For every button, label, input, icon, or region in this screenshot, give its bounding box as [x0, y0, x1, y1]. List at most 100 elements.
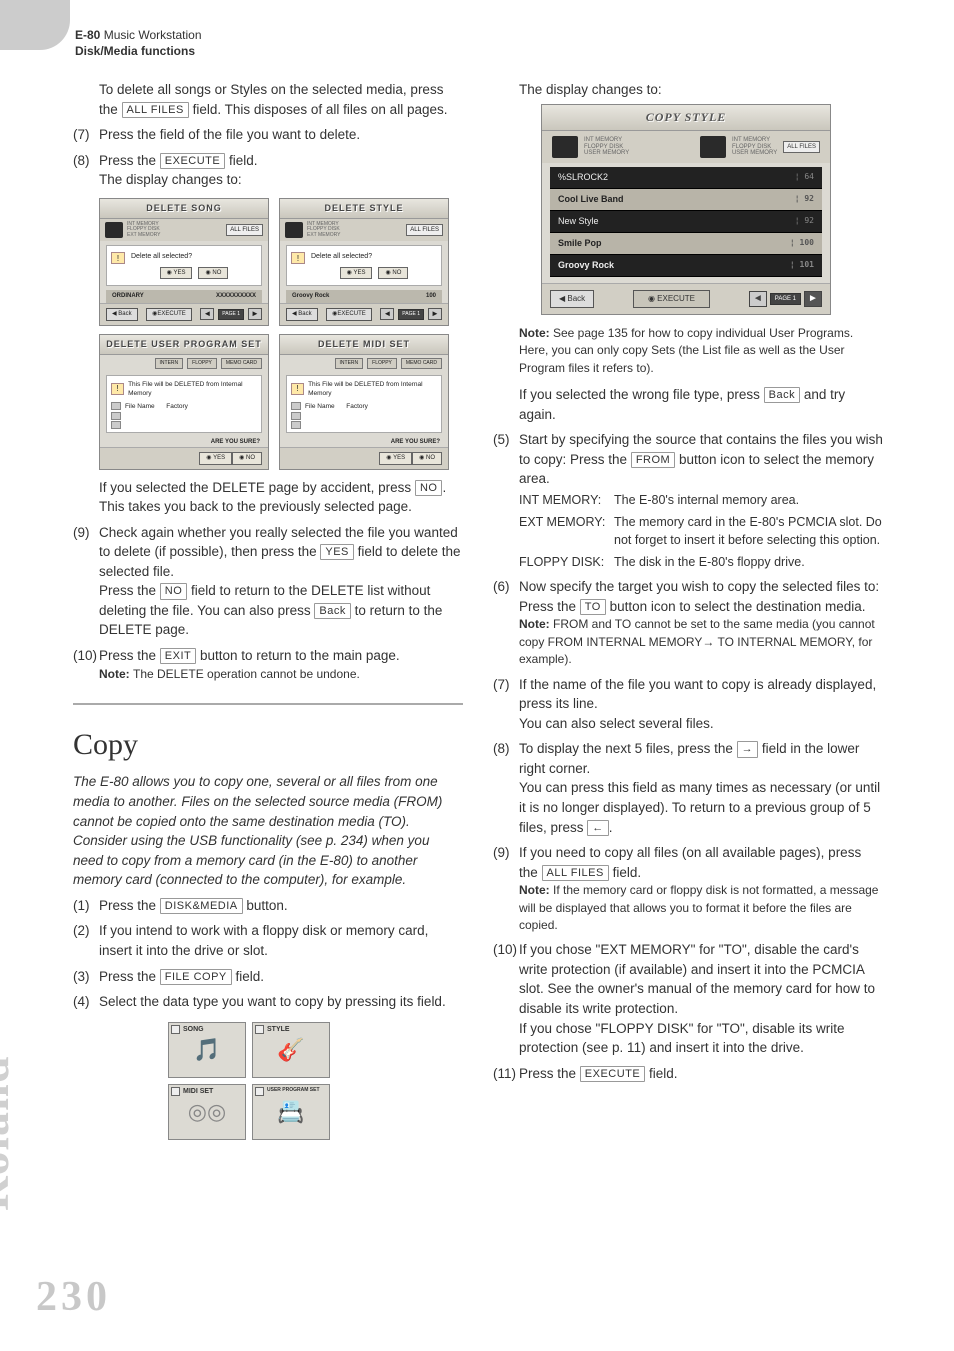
yes-btn: ◉ YES [160, 267, 193, 280]
text: The display changes to: [99, 172, 242, 187]
no-field: NO [160, 583, 188, 599]
no-btn: ◉ NO [198, 267, 228, 280]
note-copy-sets: Note: See page 135 for how to copy indiv… [519, 325, 883, 377]
step-num: (9) [73, 523, 99, 640]
next-arrow: ► [804, 291, 822, 307]
step-7: (7) Press the field of the file you want… [73, 125, 463, 145]
are-you-sure: ARE YOU SURE? [100, 436, 268, 447]
note-text: The DELETE operation cannot be undone. [133, 667, 360, 681]
step-8: (8) Press the EXECUTE field. The display… [73, 151, 463, 190]
page-number: 230 [36, 1273, 111, 1321]
step-num: (11) [493, 1064, 519, 1084]
warning-icon: ! [111, 252, 125, 264]
all-files-btn: ALL FILES [406, 224, 443, 237]
note-label: Note: [99, 667, 133, 681]
exit-button: EXIT [160, 648, 196, 664]
copy-step-2: (2) If you intend to work with a floppy … [73, 921, 463, 960]
page-header: E-80 Music Workstation Disk/Media functi… [75, 28, 202, 59]
warning-icon: ! [291, 252, 305, 264]
step-num: (8) [73, 151, 99, 190]
text: XXXXXXXXXX [216, 292, 256, 301]
copy-step-1: (1) Press the DISK&MEDIA button. [73, 896, 463, 916]
copy-intro: The E-80 allows you to copy one, several… [73, 772, 463, 889]
left-column: To delete all songs or Styles on the sel… [73, 80, 463, 1150]
copy-list: %SLROCK2¦ 64Cool Live Band¦ 92New Style¦… [550, 167, 822, 277]
mock-delete-ups: DELETE USER PROGRAM SET INTERNFLOPPYMEMO… [99, 334, 269, 470]
note-text: FROM and TO cannot be set to the same me… [519, 617, 875, 666]
product-desc: Music Workstation [104, 28, 202, 42]
step-num: (4) [73, 992, 99, 1012]
rstep-9: (9) If you need to copy all files (on al… [493, 843, 883, 934]
def-floppy: FLOPPY DISK:The disk in the E-80's flopp… [519, 553, 883, 571]
step-text: Press the field of the file you want to … [99, 125, 463, 145]
note-text: If the memory card or floppy disk is not… [519, 883, 878, 932]
to-button: TO [580, 599, 606, 615]
step-num: (9) [493, 843, 519, 934]
all-files-field: ALL FILES [122, 102, 189, 118]
text: Press the [99, 153, 160, 168]
step-num: (6) [493, 577, 519, 668]
next-arrow-field: → [737, 741, 759, 757]
text: field. [225, 153, 257, 168]
step-text: Select the data type you want to copy by… [99, 992, 463, 1012]
step-num: (10) [493, 940, 519, 1057]
para-wrong-type: If you selected the wrong file type, pre… [519, 385, 883, 424]
yes-field: YES [320, 544, 354, 560]
midi-set-icon: MIDI SET◎◎ [168, 1084, 246, 1140]
all-files-btn: ALL FILES [226, 224, 263, 237]
step-num: (3) [73, 967, 99, 987]
rstep-11: (11) Press the EXECUTE field. [493, 1064, 883, 1084]
right-column: The display changes to: COPY STYLE INT M… [493, 80, 883, 1150]
copy-step-3: (3) Press the FILE COPY field. [73, 967, 463, 987]
text: field. This disposes of all files on all… [189, 102, 448, 117]
section-name: Disk/Media functions [75, 44, 195, 58]
page-indicator: PAGE 1 [218, 309, 244, 320]
mock-delete-midi: DELETE MIDI SET INTERNFLOPPYMEMO CARD !T… [279, 334, 449, 470]
prev-arrow-field: ← [587, 820, 609, 836]
execute-btn: ◉ EXECUTE [633, 290, 710, 308]
back-btn: ◀ Back [550, 290, 594, 308]
mock-question: Delete all selected? [311, 252, 437, 262]
from-button: FROM [631, 452, 675, 468]
mock-title: DELETE MIDI SET [280, 335, 448, 355]
text: The display changes to: [519, 80, 883, 100]
step-10: (10) Press the EXIT button to return to … [73, 646, 463, 683]
roland-logo: Roland [0, 1056, 20, 1211]
rstep-7: (7) If the name of the file you want to … [493, 675, 883, 734]
mock-row-2: DELETE USER PROGRAM SET INTERNFLOPPYMEMO… [99, 334, 463, 470]
step-num: (10) [73, 646, 99, 683]
step-num: (1) [73, 896, 99, 916]
mock-top: INT MEMORYFLOPPY DISKEXT MEMORY ALL FILE… [100, 219, 268, 242]
rstep-10: (10) If you chose "EXT MEMORY" for "TO",… [493, 940, 883, 1057]
back-field: Back [314, 603, 350, 619]
list-item: %SLROCK2¦ 64 [550, 167, 822, 189]
def-int-memory: INT MEMORY:The E-80's internal memory ar… [519, 491, 883, 509]
copy-style-mock: COPY STYLE INT MEMORYFLOPPY DISKUSER MEM… [541, 104, 831, 315]
prev-arrow: ◄ [749, 291, 767, 307]
corner-accent [0, 0, 70, 50]
step-num: (8) [493, 739, 519, 837]
list-item: Smile Pop¦ 100 [550, 233, 822, 255]
mock-delete-song: DELETE SONG INT MEMORYFLOPPY DISKEXT MEM… [99, 198, 269, 326]
execute-btn: ◉EXECUTE [146, 308, 192, 321]
rstep-8: (8) To display the next 5 files, press t… [493, 739, 883, 837]
mock-title: DELETE STYLE [280, 199, 448, 219]
intro-para: To delete all songs or Styles on the sel… [99, 80, 463, 119]
list-item: Groovy Rock¦ 101 [550, 255, 822, 277]
mock-title: DELETE USER PROGRAM SET [100, 335, 268, 355]
no-field: NO [415, 480, 443, 496]
step-num: (7) [493, 675, 519, 734]
step-text: Check again whether you really selected … [99, 523, 463, 640]
warning-text: This File will be DELETED from Internal … [128, 380, 257, 399]
step-9: (9) Check again whether you really selec… [73, 523, 463, 640]
step-text: If you intend to work with a floppy disk… [99, 921, 463, 960]
def-ext-memory: EXT MEMORY:The memory card in the E-80's… [519, 513, 883, 549]
step-num: (5) [493, 430, 519, 489]
rstep-5: (5) Start by specifying the source that … [493, 430, 883, 489]
disk-media-button: DISK&MEDIA [160, 898, 243, 914]
all-files-field: ALL FILES [542, 865, 609, 881]
file-copy-field: FILE COPY [160, 969, 232, 985]
step-num: (7) [73, 125, 99, 145]
mock-title: DELETE SONG [100, 199, 268, 219]
user-program-icon: USER PROGRAM SET📇 [252, 1084, 330, 1140]
